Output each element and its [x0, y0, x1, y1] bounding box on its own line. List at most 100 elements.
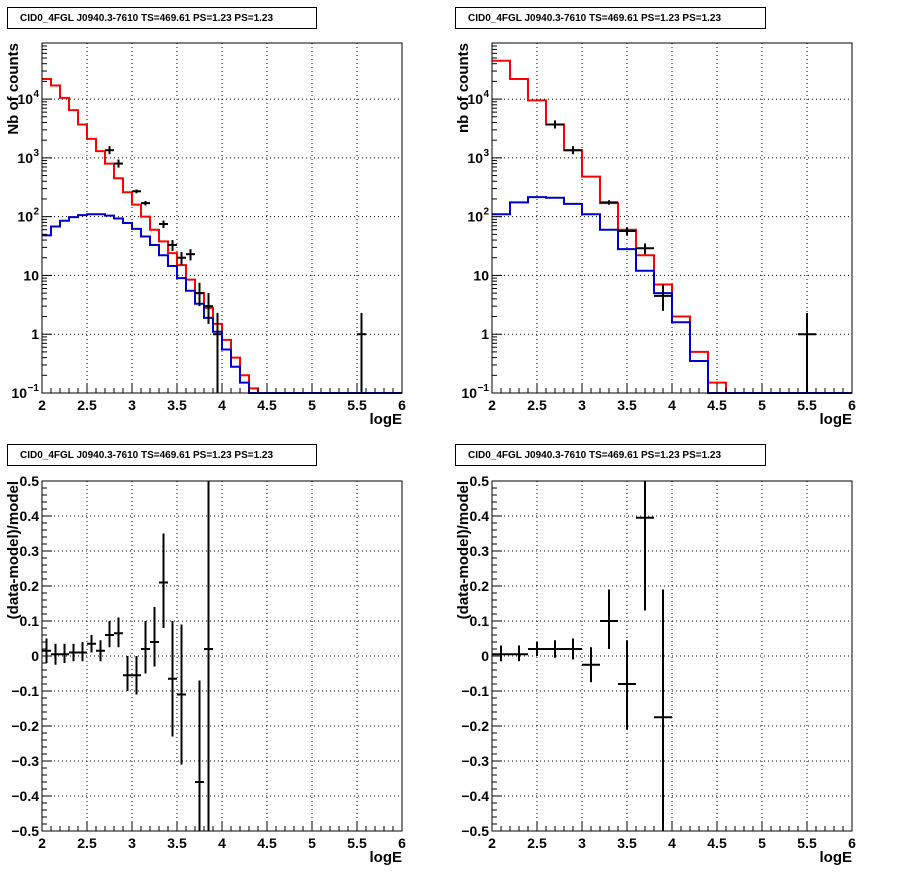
- y-axis-title: Nb of counts: [5, 43, 22, 135]
- data-point: [105, 146, 114, 155]
- y-tick-label: −0.3: [461, 753, 489, 769]
- x-tick-label: 4.5: [707, 397, 727, 413]
- y-tick-label-base: 10: [11, 385, 27, 401]
- x-tick-label: 2: [488, 397, 496, 413]
- y-tick-label: −0.3: [11, 753, 39, 769]
- data-point: [177, 624, 186, 765]
- data-point: [123, 656, 132, 691]
- x-tick-label: 2: [38, 835, 46, 851]
- x-tick-label: 5: [308, 835, 316, 851]
- data-point: [600, 589, 618, 649]
- y-tick-label: −0.1: [461, 683, 489, 699]
- y-tick-label-exponent: −1: [28, 383, 40, 394]
- data-point: [654, 589, 672, 831]
- x-tick-label: 5.5: [797, 397, 817, 413]
- x-tick-label: 5: [308, 397, 316, 413]
- x-tick-label: 2: [38, 397, 46, 413]
- data-point: [213, 312, 222, 393]
- y-tick-label: 0.4: [20, 508, 40, 524]
- data-point: [60, 643, 69, 663]
- y-tick-label: 10: [473, 267, 489, 283]
- x-tick-label: 3: [128, 397, 136, 413]
- x-tick-label: 3.5: [617, 835, 637, 851]
- data-point: [96, 640, 105, 662]
- data-point: [618, 640, 636, 730]
- x-tick-label: 4: [668, 397, 676, 413]
- y-tick-label: −0.4: [461, 788, 489, 804]
- data-point: [582, 647, 600, 683]
- data-point: [546, 120, 564, 129]
- y-tick-label: 0.3: [470, 543, 490, 559]
- y-tick-label: −0.4: [11, 788, 39, 804]
- x-tick-label: 2.5: [527, 835, 547, 851]
- x-tick-label: 5.5: [347, 397, 367, 413]
- data-point: [618, 227, 636, 236]
- y-tick-label: 0.2: [20, 578, 40, 594]
- data-point: [141, 621, 150, 674]
- x-tick-label: 5: [758, 835, 766, 851]
- data-point: [510, 645, 528, 662]
- data-point: [546, 640, 564, 658]
- data-point: [78, 642, 87, 662]
- y-tick-label: 0.5: [470, 473, 490, 489]
- data-point: [132, 656, 141, 695]
- x-tick-label: 5.5: [347, 835, 367, 851]
- x-tick-label: 4: [218, 835, 226, 851]
- data-point: [564, 638, 582, 660]
- y-tick-label: −0.5: [461, 823, 489, 839]
- data-point: [654, 284, 672, 311]
- data-point: [600, 200, 618, 205]
- x-tick-label: 4: [218, 397, 226, 413]
- y-tick-label-exponent: −1: [478, 383, 490, 394]
- y-tick-label-base: 10: [467, 150, 483, 166]
- x-tick-label: 4: [668, 835, 676, 851]
- x-tick-label: 5: [758, 397, 766, 413]
- y-tick-label-base: 10: [17, 91, 33, 107]
- y-tick-label: 0: [481, 648, 489, 664]
- data-point: [114, 159, 123, 168]
- x-axis-title: logE: [820, 411, 853, 428]
- y-tick-label-exponent: 4: [33, 89, 39, 100]
- x-tick-label: 2.5: [77, 835, 97, 851]
- data-point: [87, 635, 96, 653]
- y-axis-title: nb of counts: [455, 43, 472, 133]
- y-tick-label: −0.2: [11, 718, 39, 734]
- data-point: [132, 189, 141, 194]
- data-point: [528, 642, 546, 656]
- data-point: [51, 643, 60, 665]
- data-point: [150, 607, 159, 667]
- x-tick-label: 3.5: [617, 397, 637, 413]
- x-tick-label: 4.5: [707, 835, 727, 851]
- y-tick-label-exponent: 2: [483, 207, 489, 218]
- data-point: [357, 312, 366, 393]
- x-axis-title: logE: [370, 849, 403, 866]
- panel-title-3: CID0_4FGL J0940.3-7610 TS=469.61 PS=1.23…: [7, 444, 317, 466]
- x-tick-label: 6: [398, 835, 406, 851]
- data-point: [204, 481, 213, 831]
- y-axis-title: (data-model)/model: [5, 481, 22, 619]
- y-tick-label: 1: [31, 326, 39, 342]
- y-tick-label: −0.5: [11, 823, 39, 839]
- y-axis-title: (data-model)/model: [455, 481, 472, 619]
- y-tick-label: 0: [31, 648, 39, 664]
- y-tick-label-exponent: 2: [33, 207, 39, 218]
- y-tick-label-exponent: 4: [483, 89, 489, 100]
- y-tick-label: 1: [481, 326, 489, 342]
- x-tick-label: 2.5: [527, 397, 547, 413]
- y-tick-label: 0.5: [20, 473, 40, 489]
- data-point: [105, 621, 114, 648]
- data-point: [636, 481, 654, 611]
- y-tick-label-base: 10: [17, 150, 33, 166]
- y-tick-label-base: 10: [467, 91, 483, 107]
- data-point: [69, 643, 78, 662]
- x-tick-label: 2.5: [77, 397, 97, 413]
- panel-title-2: CID0_4FGL J0940.3-7610 TS=469.61 PS=1.23…: [455, 7, 766, 29]
- x-tick-label: 3: [128, 835, 136, 851]
- data-point: [168, 240, 177, 252]
- y-tick-label: −0.1: [11, 683, 39, 699]
- y-tick-label: 0.1: [20, 613, 40, 629]
- x-tick-label: 6: [398, 397, 406, 413]
- data-point: [564, 146, 582, 155]
